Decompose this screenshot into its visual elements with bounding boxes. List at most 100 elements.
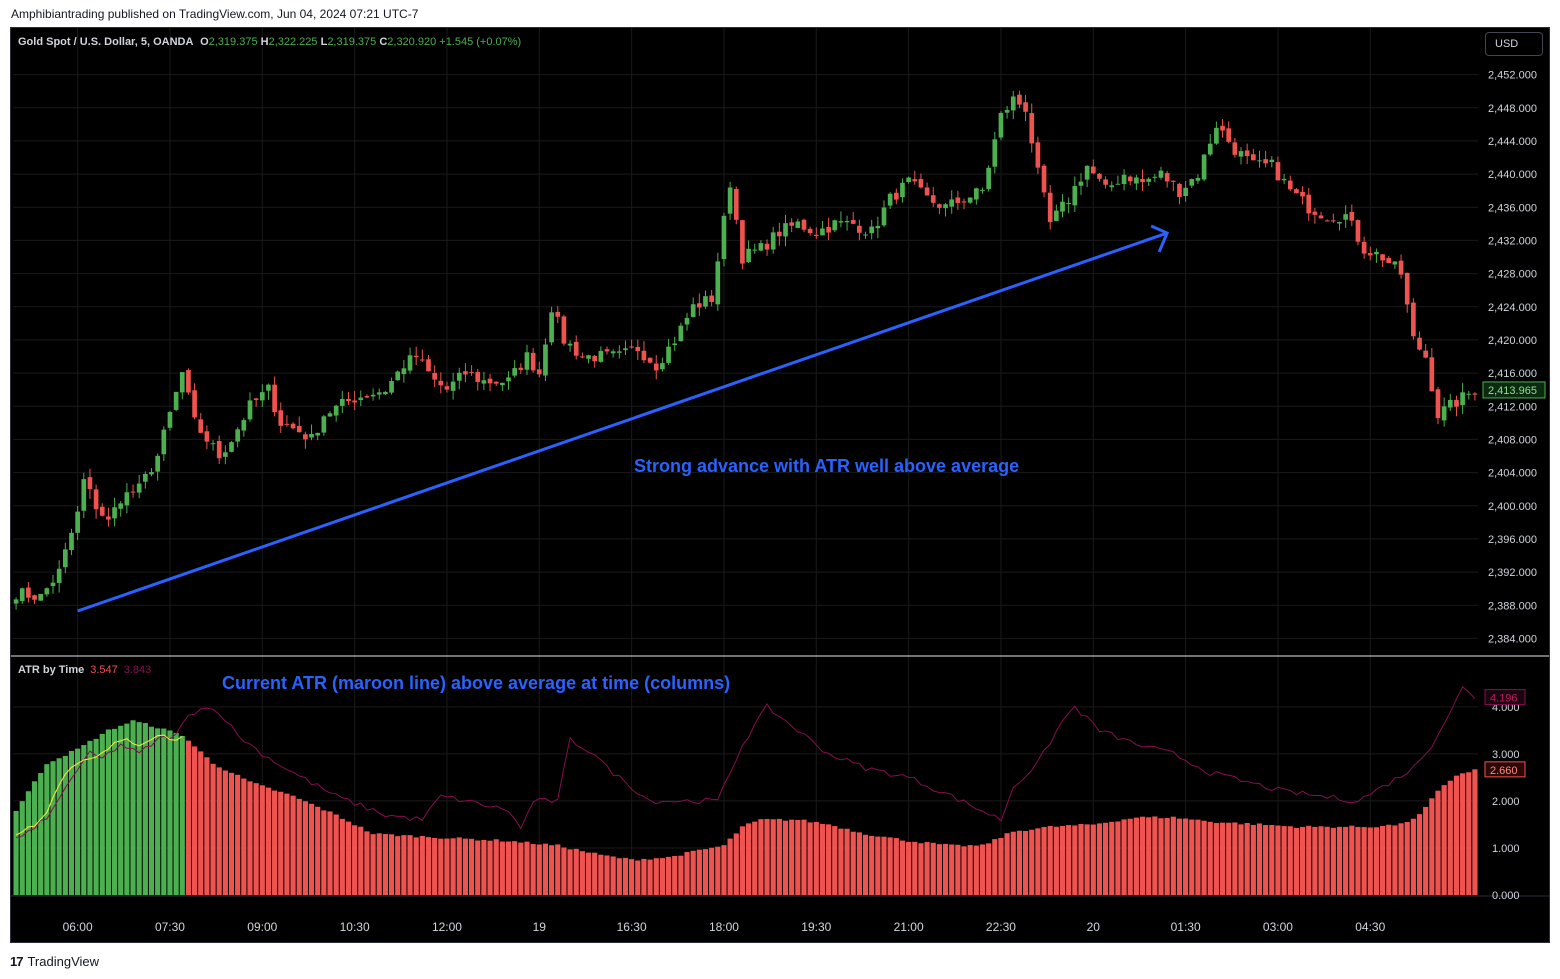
atr-column <box>961 846 967 895</box>
candle-body <box>229 442 234 452</box>
candle-body <box>832 220 838 231</box>
change-value: +1.545 (+0.07%) <box>439 36 522 48</box>
atr-column <box>62 755 68 895</box>
atr-value-label: 4.196 <box>1490 693 1518 705</box>
candle-body <box>210 443 216 445</box>
candle-body <box>752 249 758 251</box>
atr-column <box>148 726 155 895</box>
atr-value-box <box>1484 689 1526 706</box>
candle-body <box>820 228 825 236</box>
atr-column <box>973 845 979 895</box>
candle-body <box>463 371 468 375</box>
atr-column <box>942 843 949 895</box>
price-tick-label: 2,388.000 <box>1488 600 1537 612</box>
atr-column <box>130 720 136 895</box>
candle-body <box>1134 177 1139 184</box>
candle-body <box>543 344 548 376</box>
atr-column <box>906 841 912 895</box>
atr-column <box>881 836 887 895</box>
candle-body <box>216 440 222 459</box>
candle-body <box>641 350 647 361</box>
atr-column <box>739 826 746 895</box>
atr-column <box>1072 825 1078 895</box>
atr-column <box>25 791 31 895</box>
candle-body <box>309 433 314 438</box>
candle-body <box>512 368 518 376</box>
candle-body <box>660 363 665 370</box>
candle-body <box>1392 261 1398 265</box>
candle-body <box>857 225 862 233</box>
candle-body <box>50 582 56 587</box>
price-tick-label: 2,384.000 <box>1488 633 1537 645</box>
candle-body <box>155 455 160 472</box>
atr-column <box>1053 826 1059 895</box>
candle-body <box>1454 399 1459 407</box>
open-label: O <box>200 36 209 48</box>
candle-body <box>758 243 764 251</box>
candle-body <box>1121 174 1127 185</box>
candle-body <box>801 219 807 230</box>
atr-column <box>1275 825 1281 895</box>
atr-column <box>1041 826 1047 895</box>
atr-column <box>665 856 672 895</box>
atr-column <box>727 838 733 895</box>
candle-body <box>1331 220 1336 222</box>
atr-column <box>216 767 222 895</box>
atr-column <box>81 745 87 895</box>
atr-column <box>1004 833 1010 895</box>
candle-body <box>1017 94 1022 105</box>
candle-body <box>1214 127 1219 144</box>
atr-column <box>155 728 161 895</box>
candle-body <box>1146 178 1152 182</box>
atr-column <box>1250 824 1256 895</box>
candle-body <box>450 381 456 391</box>
atr-column <box>512 841 518 895</box>
chart-canvas[interactable]: 2,452.000 2,448.000 2,444.000 2,440.000 2,43… <box>11 28 1549 942</box>
atr-column <box>647 859 653 895</box>
atr-column <box>1158 818 1164 895</box>
candle-body <box>1097 173 1102 179</box>
atr-column <box>1287 826 1293 895</box>
atr-column <box>1423 806 1429 895</box>
candle-body <box>266 384 271 391</box>
atr-column <box>733 833 739 895</box>
candle-body <box>647 357 653 363</box>
atr-lines <box>15 686 1476 839</box>
atr-column <box>167 730 173 895</box>
atr-column <box>352 825 358 895</box>
footer-brand[interactable]: 17 TradingView <box>10 954 99 969</box>
candle-body <box>844 220 850 223</box>
candle-body <box>980 189 985 191</box>
atr-column <box>1256 823 1263 895</box>
atr-column <box>1127 818 1133 895</box>
candle-body <box>567 343 573 346</box>
candle-body <box>530 352 536 371</box>
atr-column <box>358 826 364 895</box>
atr-column <box>1115 821 1121 895</box>
atr-column <box>986 843 992 895</box>
candle-body <box>1244 150 1250 156</box>
candle-body <box>813 234 819 236</box>
atr-column <box>918 843 924 895</box>
price-tick-label: 2,428.000 <box>1488 269 1537 281</box>
atr-tick-label: 0.000 <box>1492 890 1520 902</box>
candle-body <box>327 413 333 417</box>
atr-column <box>1435 790 1441 895</box>
chart-frame[interactable]: 2,452.000 2,448.000 2,444.000 2,440.000 2,43… <box>10 27 1550 943</box>
candle-body <box>1066 202 1072 205</box>
currency-button[interactable]: USD <box>1485 32 1543 56</box>
candle-body <box>1355 220 1361 242</box>
candle-body <box>487 378 493 384</box>
atr-column <box>370 834 376 895</box>
atr-column <box>1380 825 1386 895</box>
candle-body <box>1349 211 1355 221</box>
atr-column <box>111 728 118 895</box>
candle-body <box>1078 181 1084 186</box>
candle-body <box>592 355 598 362</box>
price-legend: Gold Spot / U.S. Dollar, 5, OANDA O2,319… <box>18 36 521 48</box>
candle-body <box>413 355 419 358</box>
candle-body <box>186 370 191 393</box>
candle-body <box>893 192 899 200</box>
atr-tick-label: 3.000 <box>1492 749 1520 761</box>
atr-column <box>955 844 961 895</box>
